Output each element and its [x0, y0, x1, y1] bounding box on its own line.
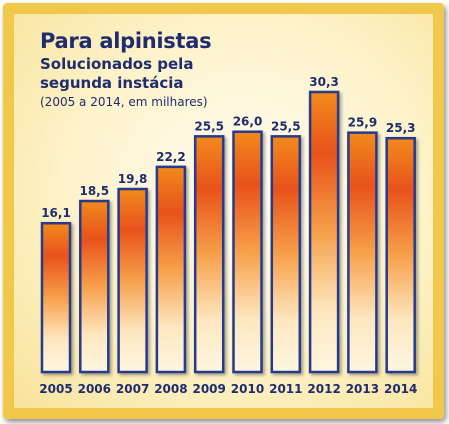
bar-2009 — [193, 135, 225, 374]
category-label-2011: 2011 — [269, 382, 302, 396]
category-label-2010: 2010 — [231, 382, 264, 396]
value-label-2012: 30,3 — [309, 75, 339, 89]
value-label-2005: 16,1 — [41, 206, 71, 220]
bar-2013 — [347, 131, 378, 374]
category-label-2008: 2008 — [154, 382, 187, 396]
category-label-2013: 2013 — [346, 382, 379, 396]
chart-subtitle: Solucionados pela segunda instácia — [40, 55, 194, 92]
category-label-2006: 2006 — [78, 382, 111, 396]
value-label-2011: 25,5 — [271, 119, 301, 133]
value-label-2009: 25,5 — [194, 119, 224, 133]
category-label-2005: 2005 — [39, 382, 72, 396]
value-label-2013: 25,9 — [348, 116, 378, 130]
value-label-2006: 18,5 — [79, 184, 109, 198]
category-label-2009: 2009 — [192, 382, 225, 396]
value-label-2014: 25,3 — [386, 121, 416, 135]
category-label-2014: 2014 — [384, 382, 417, 396]
category-label-2012: 2012 — [307, 382, 340, 396]
bar-2006 — [79, 199, 110, 374]
bar-2005 — [40, 221, 72, 374]
value-label-2010: 26,0 — [233, 115, 263, 129]
bar-2010 — [232, 130, 263, 374]
bar-2014 — [385, 136, 416, 374]
bar-2012 — [308, 90, 340, 374]
bar-2008 — [155, 165, 187, 374]
chart-title: Para alpinistas — [40, 29, 212, 53]
category-label-2007: 2007 — [116, 382, 149, 396]
chart-units-note: (2005 a 2014, em milhares) — [40, 95, 208, 109]
bar-2007 — [117, 187, 148, 374]
value-label-2007: 19,8 — [118, 172, 148, 186]
value-label-2008: 22,2 — [156, 150, 186, 164]
bar-2011 — [270, 135, 302, 374]
